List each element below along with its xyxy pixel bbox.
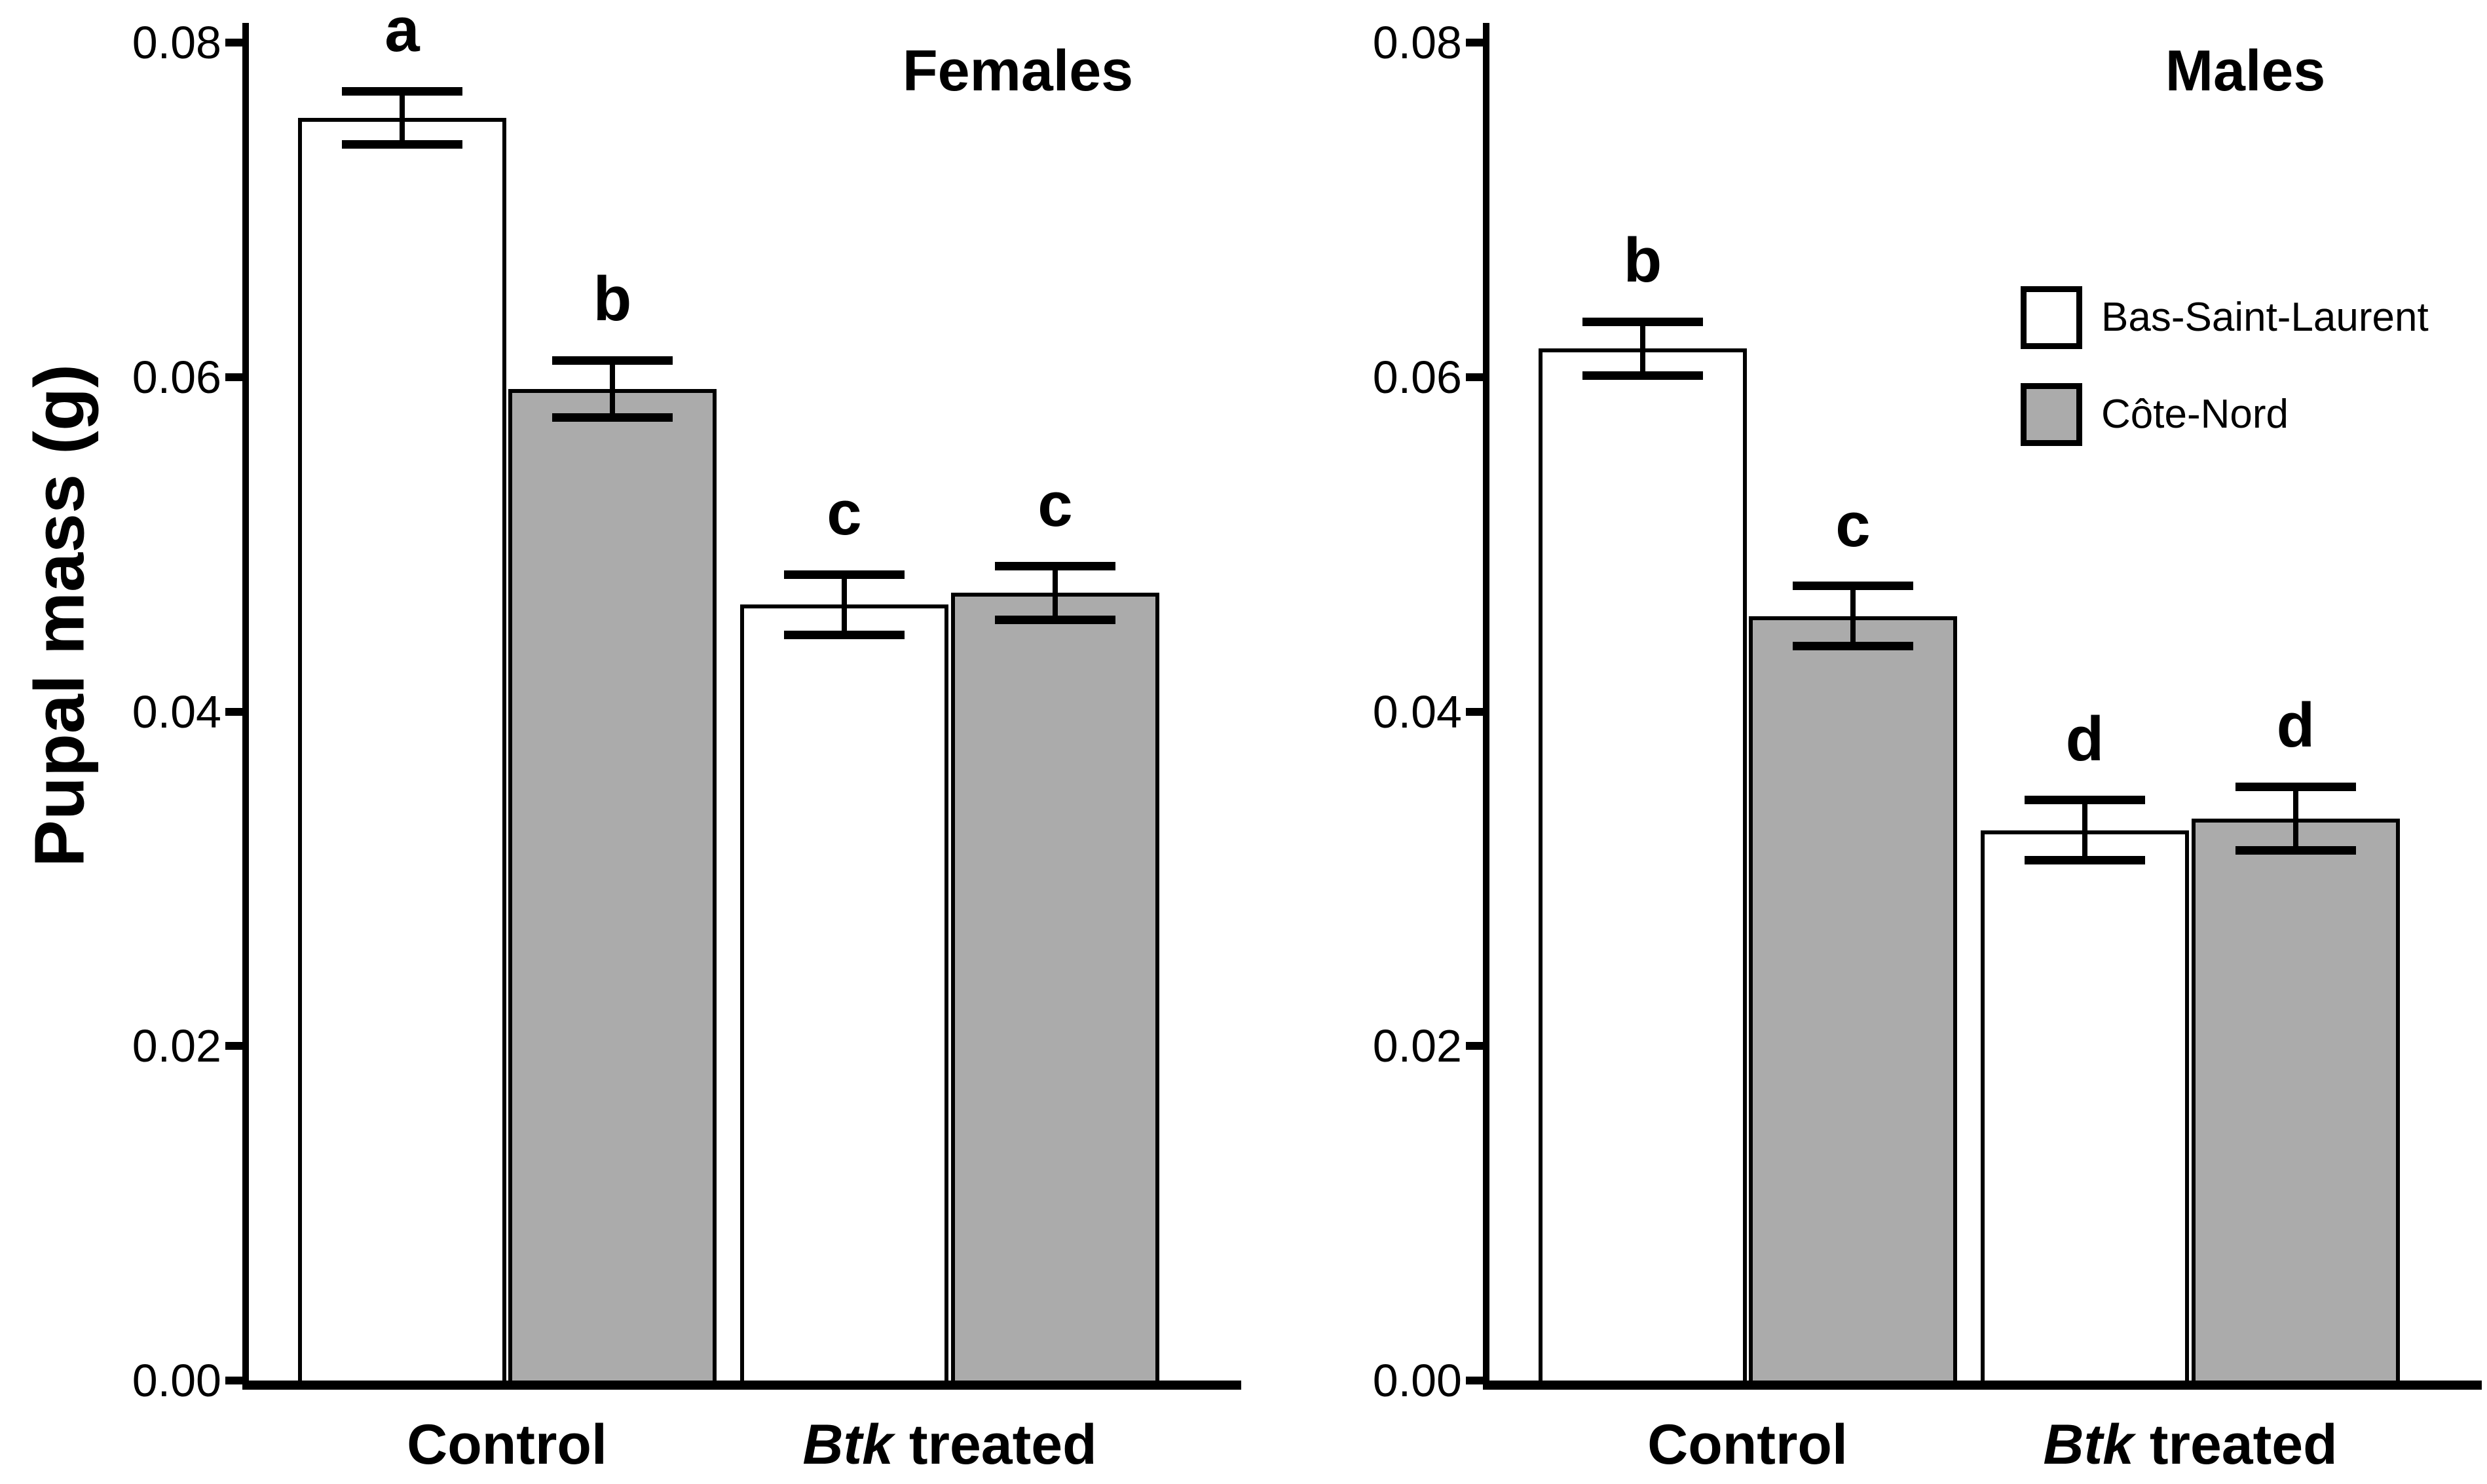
error-bar-cap-bottom: [1793, 642, 1913, 651]
error-bar-cap-bottom: [995, 615, 1115, 624]
panel-title-females: Females: [902, 38, 1134, 103]
legend-label: Bas-Saint-Laurent: [2101, 295, 2429, 340]
y-axis-label: Pupal mass (g): [19, 363, 99, 868]
significance-letter: b: [593, 264, 632, 335]
significance-letter: a: [384, 0, 420, 65]
bar-bas-saint-laurent-0: [1539, 348, 1747, 1384]
y-axis-line: [1483, 23, 1489, 1390]
y-tick-mark: [225, 707, 242, 716]
bar-c-te-nord-1: [2192, 818, 2400, 1384]
error-bar-line: [842, 574, 847, 635]
error-bar-line: [1850, 585, 1856, 646]
y-axis-line: [242, 23, 249, 1390]
y-tick-label: 0.06: [132, 351, 221, 403]
panel-title-males: Males: [2165, 38, 2326, 103]
x-category-label: Control: [407, 1413, 607, 1476]
error-bar-cap-top: [784, 570, 905, 579]
error-bar-cap-top: [2025, 796, 2145, 805]
y-tick-label: 0.06: [1372, 351, 1462, 403]
error-bar-cap-bottom: [2025, 856, 2145, 865]
y-tick-mark: [1466, 1042, 1483, 1050]
y-tick-mark: [225, 39, 242, 46]
error-bar-line: [2293, 787, 2298, 851]
x-category-label-italic-part: Btk: [802, 1413, 893, 1476]
y-tick-mark: [225, 1042, 242, 1050]
y-tick-label: 0.08: [1372, 17, 1462, 68]
bar-bas-saint-laurent-0: [298, 117, 506, 1384]
error-bar-cap-bottom: [342, 140, 462, 149]
bar-bas-saint-laurent-1: [740, 604, 948, 1384]
x-category-label-italic-part: Btk: [2043, 1413, 2134, 1476]
legend-swatch-cote-nord: [2021, 383, 2082, 446]
error-bar-line: [1640, 322, 1645, 376]
y-tick-label: 0.08: [132, 17, 221, 68]
y-tick-mark: [1466, 1377, 1483, 1384]
y-tick-label: 0.04: [1372, 686, 1462, 737]
error-bar-line: [1053, 566, 1058, 620]
error-bar-cap-top: [1582, 317, 1703, 326]
error-bar-cap-bottom: [784, 630, 905, 639]
error-bar-cap-top: [995, 561, 1115, 570]
error-bar-cap-top: [1793, 582, 1913, 591]
y-tick-label: 0.00: [132, 1355, 221, 1406]
significance-letter: c: [1835, 489, 1871, 560]
bar-c-te-nord-0: [508, 388, 717, 1384]
y-tick-label: 0.00: [1372, 1355, 1462, 1406]
y-tick-mark: [1466, 373, 1483, 381]
significance-letter: c: [1038, 470, 1073, 540]
bar-c-te-nord-1: [951, 593, 1159, 1384]
legend-label: Côte-Nord: [2101, 392, 2289, 437]
significance-letter: d: [2276, 690, 2315, 761]
significance-letter: b: [1623, 225, 1662, 296]
y-tick-label: 0.02: [132, 1020, 221, 1072]
error-bar-cap-bottom: [552, 413, 673, 422]
error-bar-line: [610, 360, 615, 418]
y-tick-label: 0.04: [132, 686, 221, 737]
error-bar-cap-bottom: [1582, 371, 1703, 380]
y-tick-mark: [225, 1377, 242, 1384]
legend-swatch-bas-saint-laurent: [2021, 286, 2082, 349]
x-category-label: Btk treated: [802, 1413, 1097, 1476]
error-bar-cap-top: [2235, 782, 2356, 791]
y-tick-mark: [1466, 707, 1483, 716]
error-bar-cap-bottom: [2235, 845, 2356, 855]
bar-bas-saint-laurent-1: [1981, 830, 2189, 1384]
y-tick-mark: [1466, 39, 1483, 46]
error-bar-line: [400, 91, 405, 145]
error-bar-cap-top: [342, 86, 462, 96]
y-tick-label: 0.02: [1372, 1020, 1462, 1072]
error-bar-cap-top: [552, 356, 673, 365]
significance-letter: d: [2065, 703, 2104, 774]
x-category-label: Btk treated: [2043, 1413, 2338, 1476]
x-category-label: Control: [1647, 1413, 1848, 1476]
significance-letter: c: [827, 478, 862, 549]
y-tick-mark: [225, 373, 242, 381]
bar-c-te-nord-0: [1749, 616, 1957, 1384]
error-bar-line: [2082, 800, 2087, 861]
